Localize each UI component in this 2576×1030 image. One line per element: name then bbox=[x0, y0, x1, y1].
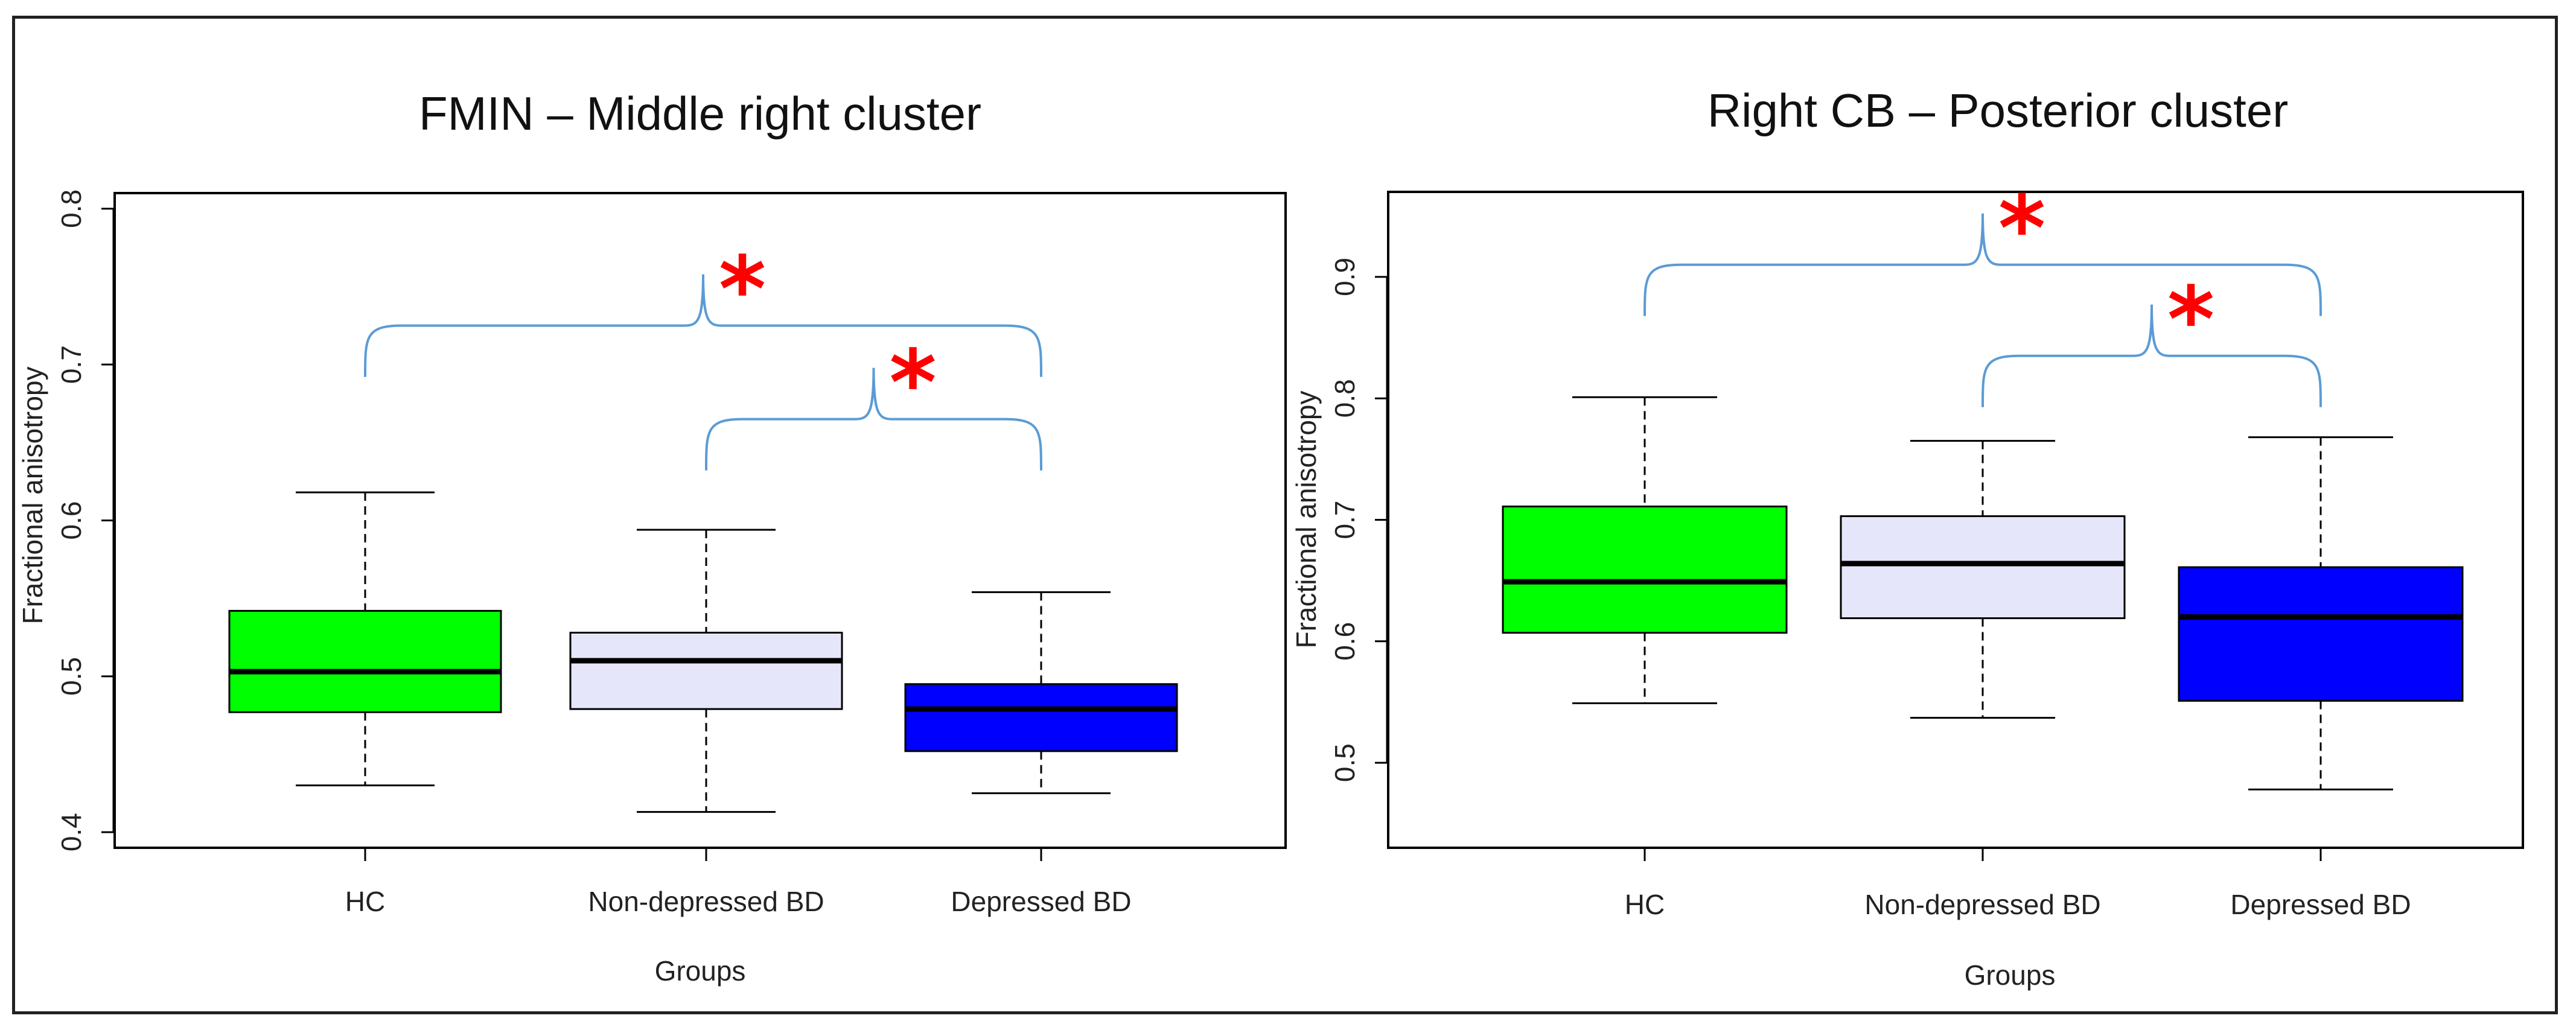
y-tick-label: 0.4 bbox=[56, 813, 87, 851]
significance-bracket bbox=[1643, 213, 2322, 316]
y-tick-label: 0.8 bbox=[1329, 379, 1360, 418]
box-hc bbox=[1502, 396, 1788, 704]
y-tick-label: 0.6 bbox=[1329, 622, 1360, 661]
x-tick-label: Non-depressed BD bbox=[1864, 889, 2100, 920]
panel-right-cb: Right CB – Posterior cluster Groups Frac… bbox=[1290, 84, 2524, 991]
significance-bracket bbox=[1981, 304, 2322, 407]
y-tick-label: 0.5 bbox=[56, 657, 87, 696]
chart-title: Right CB – Posterior cluster bbox=[1707, 84, 2288, 137]
y-tick-label: 0.8 bbox=[56, 189, 87, 228]
y-tick-label: 0.5 bbox=[1329, 743, 1360, 782]
box-hc bbox=[228, 491, 502, 787]
iqr-box bbox=[569, 632, 843, 710]
figure-frame bbox=[12, 16, 2558, 1014]
significance-star: * bbox=[719, 238, 766, 343]
significance-bracket bbox=[364, 274, 1042, 377]
x-tick-label: HC bbox=[345, 886, 385, 917]
x-tick-label: Depressed BD bbox=[951, 886, 1131, 917]
y-axis-label: Fractional anisotropy bbox=[1290, 391, 1322, 649]
significance-star: * bbox=[889, 331, 936, 436]
panel-fmin: FMIN – Middle right cluster Groups Fract… bbox=[17, 87, 1287, 987]
x-tick-label: Non-depressed BD bbox=[588, 886, 824, 917]
iqr-box bbox=[1840, 515, 2126, 620]
x-axis-label: Groups bbox=[655, 955, 746, 987]
x-tick-label: HC bbox=[1625, 889, 1665, 920]
box-non-depressed-bd bbox=[569, 529, 843, 813]
box-depressed-bd bbox=[2178, 436, 2464, 790]
box-non-depressed-bd bbox=[1840, 440, 2126, 719]
significance-star: * bbox=[2167, 268, 2214, 373]
y-tick-label: 0.9 bbox=[1329, 258, 1360, 296]
y-tick-label: 0.6 bbox=[56, 501, 87, 540]
iqr-box bbox=[904, 683, 1178, 752]
y-axis-label: Fractional anisotropy bbox=[17, 367, 48, 625]
y-tick-label: 0.7 bbox=[1329, 501, 1360, 539]
box-depressed-bd bbox=[904, 591, 1178, 795]
y-tick-label: 0.7 bbox=[56, 345, 87, 384]
significance-bracket bbox=[705, 367, 1042, 471]
iqr-box bbox=[1502, 505, 1788, 634]
iqr-box bbox=[228, 609, 502, 713]
x-axis-label: Groups bbox=[1965, 959, 2056, 991]
significance-star: * bbox=[1998, 177, 2045, 282]
iqr-box bbox=[2178, 566, 2464, 702]
chart-title: FMIN – Middle right cluster bbox=[419, 87, 981, 140]
x-tick-label: Depressed BD bbox=[2230, 889, 2411, 920]
